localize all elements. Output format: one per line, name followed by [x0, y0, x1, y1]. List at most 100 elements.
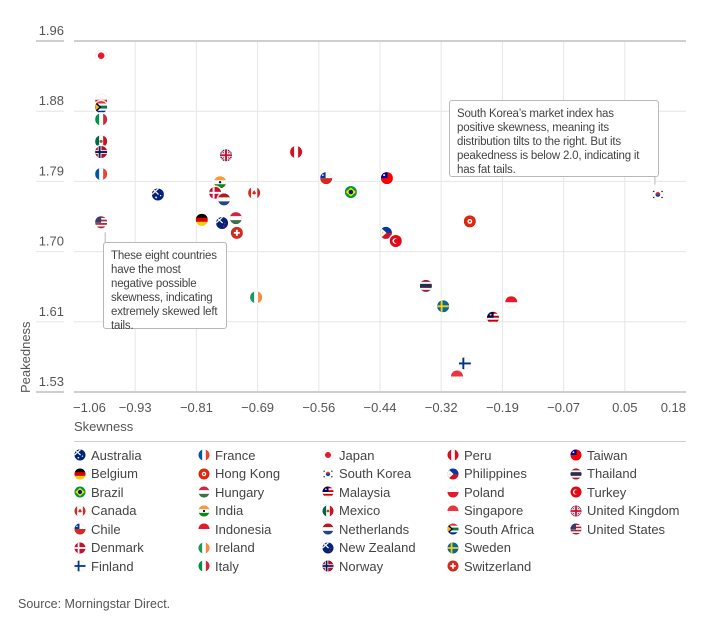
philippines-flag-icon — [447, 468, 459, 479]
data-point-taiwan: Taiwan (-0.426, 1.792) — [379, 170, 395, 186]
data-point-ireland: Ireland (-0.691, 1.646) — [248, 289, 264, 305]
singapore-flag-icon — [450, 370, 463, 383]
legend-label: Chile — [91, 521, 121, 537]
data-point-south-korea: South Korea (0.123, 1.772) — [650, 186, 666, 202]
data-point-thailand: Thailand (-0.347, 1.66) — [418, 278, 434, 294]
peru-flag-icon — [290, 146, 303, 159]
x-tick-label: −0.07 — [547, 400, 580, 415]
legend-label: Mexico — [339, 503, 381, 518]
belgium-flag-icon — [74, 468, 86, 479]
legend-item-canada: Canada — [74, 502, 137, 520]
data-point-japan: Japan (-1.005, 1.942) — [93, 48, 109, 64]
legend-item-united-kingdom: United Kingdom — [570, 502, 680, 520]
legend-label: Switzerland — [464, 558, 532, 574]
netherlands-flag-icon — [218, 193, 231, 206]
legend: Australia Belgium Brazil Canada Chile Denmark… — [74, 441, 686, 574]
south-korea-flag-icon — [651, 188, 664, 201]
data-point-philippines: Philippines (-0.428, 1.725) — [378, 225, 394, 241]
australia-flag-icon — [74, 449, 86, 461]
x-axis-title: Skewness — [74, 419, 134, 434]
canada-flag-icon — [74, 505, 86, 516]
malaysia-flag-icon — [487, 311, 500, 324]
indonesia-flag-icon — [505, 296, 518, 309]
netherlands-flag-icon — [322, 523, 334, 535]
data-point-australia: Australia (-0.89, 1.772) — [150, 186, 166, 202]
brazil-flag-icon — [344, 186, 357, 199]
legend-item-netherlands: Netherlands — [322, 520, 409, 538]
source-note: Source: Morningstar Direct. — [18, 597, 171, 611]
legend-item-denmark: Denmark — [74, 539, 144, 557]
y-axis-title: Peakedness — [18, 321, 33, 393]
legend-label: India — [215, 503, 244, 518]
philippines-flag-icon — [379, 226, 392, 239]
x-tick-label: −0.19 — [486, 400, 519, 415]
united-states-flag-icon — [95, 216, 108, 229]
data-points: Japan (-1.005, 1.942)Poland (-1.005, 1.8… — [93, 48, 666, 384]
singapore-flag-icon — [447, 505, 459, 516]
italy-flag-icon — [95, 113, 108, 126]
legend-label: Sweden — [464, 540, 511, 555]
legend-item-italy: Italy — [198, 557, 239, 575]
legend-item-philippines: Philippines — [447, 465, 527, 483]
hungary-flag-icon — [198, 486, 210, 498]
legend-label: Canada — [91, 503, 137, 518]
legend-label: Netherlands — [339, 521, 410, 537]
data-point-new-zealand: New Zealand (-0.76, 1.737) — [214, 215, 230, 231]
hungary-flag-icon — [229, 212, 242, 225]
data-point-peru: Peru (-0.61, 1.824) — [288, 144, 304, 160]
new-zealand-flag-icon — [322, 542, 334, 553]
data-point-hong-kong: Hong Kong (-0.258, 1.739) — [462, 213, 478, 229]
y-tick-label: 1.70 — [39, 234, 64, 249]
legend-label: Singapore — [464, 503, 524, 518]
united-kingdom-flag-icon — [570, 505, 582, 516]
denmark-flag-icon — [74, 542, 86, 553]
data-point-sweden: Sweden (-0.312, 1.635) — [435, 298, 451, 314]
legend-item-south-africa: South Africa — [447, 520, 534, 538]
legend-item-indonesia: Indonesia — [198, 520, 271, 538]
data-point-malaysia: Malaysia (-0.211, 1.621) — [485, 310, 501, 326]
legend-label: Denmark — [91, 540, 144, 555]
legend-item-chile: Chile — [74, 520, 121, 538]
united-kingdom-flag-icon — [220, 149, 233, 162]
data-point-canada: Canada (-0.695, 1.774) — [246, 185, 262, 201]
belgium-flag-icon — [195, 213, 208, 226]
annotation-eight-countries: These eight countries have the most nega… — [103, 242, 227, 332]
finland-flag-icon — [74, 560, 86, 572]
legend-item-sweden: Sweden — [447, 539, 511, 557]
legend-label: Belgium — [91, 466, 138, 481]
data-point-finland: Finland (-0.268, 1.565) — [457, 355, 473, 371]
hong-kong-flag-icon — [198, 468, 210, 479]
japan-flag-icon — [322, 449, 334, 461]
legend-item-united-states: United States — [570, 520, 665, 538]
thailand-flag-icon — [419, 279, 432, 292]
legend-label: New Zealand — [339, 540, 416, 555]
france-flag-icon — [198, 449, 210, 461]
legend-label: Turkey — [587, 484, 627, 500]
x-tick-label: −0.44 — [364, 400, 397, 415]
south-africa-flag-icon — [447, 523, 459, 535]
sweden-flag-icon — [437, 300, 450, 313]
legend-label: Hong Kong — [215, 466, 281, 481]
data-point-brazil: Brazil (-0.499, 1.775) — [343, 184, 359, 200]
y-tick-label: 1.53 — [39, 374, 64, 389]
x-tick-label: −0.81 — [180, 400, 213, 415]
legend-item-mexico: Mexico — [322, 502, 380, 520]
grid — [74, 40, 686, 393]
switzerland-flag-icon — [230, 226, 243, 239]
legend-item-ireland: Ireland — [198, 539, 255, 557]
france-flag-icon — [95, 168, 108, 181]
data-point-france: France (-1.005, 1.797) — [93, 166, 109, 182]
legend-label: Peru — [464, 447, 492, 463]
x-tick-label: −0.32 — [425, 400, 458, 415]
legend-item-india: India — [198, 502, 243, 520]
x-tick-label: −0.93 — [119, 400, 152, 415]
data-point-singapore: Singapore (-0.284, 1.549) — [449, 368, 465, 384]
italy-flag-icon — [198, 560, 210, 572]
data-point-united-states: United States (-1.005, 1.738) — [93, 214, 109, 230]
data-point-switzerland: Switzerland (-0.73, 1.725) — [229, 225, 245, 241]
callout-pointer-right — [643, 175, 656, 185]
legend-label: South Africa — [464, 521, 535, 537]
turkey-flag-icon — [389, 234, 402, 247]
y-tick-label: 1.88 — [39, 93, 64, 108]
legend-item-turkey: Turkey — [570, 483, 626, 501]
